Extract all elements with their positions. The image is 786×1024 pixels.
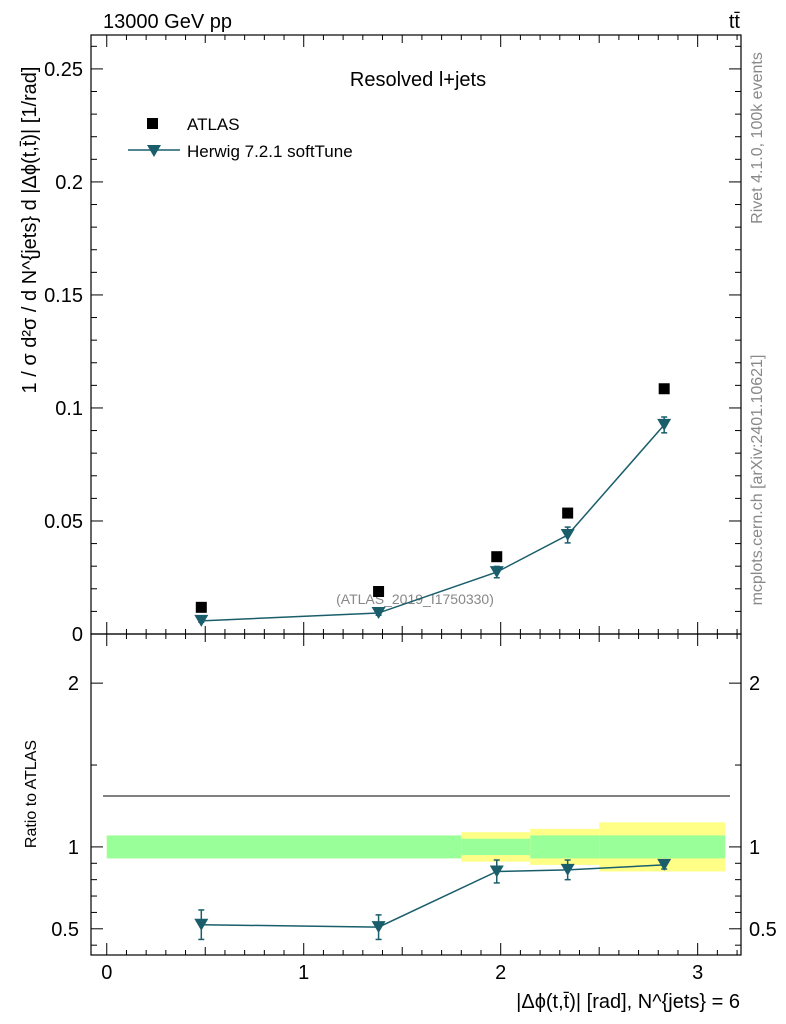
- ratio-herwig-point: [489, 865, 504, 878]
- main-y-tick-label: 0.1: [55, 398, 83, 420]
- x-tick-label: 1: [298, 962, 309, 984]
- process-label: tt̄: [729, 11, 741, 33]
- main-panel: (ATLAS_2019_I1750330) Resolved l+jets AT…: [19, 34, 742, 646]
- herwig-point: [371, 606, 386, 619]
- ratio-inner-band: [461, 838, 531, 856]
- ratio-y-tick-label-right: 0.5: [749, 919, 777, 941]
- x-tick-label: 0: [101, 962, 112, 984]
- herwig-point: [657, 418, 672, 431]
- ratio-herwig-point: [194, 918, 209, 931]
- main-y-tick-label: 0.15: [44, 285, 83, 307]
- ratio-herwig-point: [371, 921, 386, 934]
- ratio-inner-band: [106, 835, 462, 859]
- main-y-tick-label: 0.2: [55, 172, 83, 194]
- ratio-y-axis-label: Ratio to ATLAS: [23, 740, 40, 848]
- ratio-y-tick-label: 1: [68, 837, 79, 859]
- legend-atlas-label: ATLAS: [187, 115, 240, 134]
- atlas-point: [562, 507, 574, 519]
- plot-title: Resolved l+jets: [350, 69, 486, 91]
- atlas-point: [373, 586, 385, 598]
- analysis-watermark: (ATLAS_2019_I1750330): [336, 591, 494, 607]
- ratio-panel: 0.5 0.5 1 1 2 2 0 1 2 3 Ratio to ATLAS |Δϕ(t,t̄)|…: [23, 633, 777, 1013]
- x-axis-label: |Δϕ(t,t̄)| [rad], N^{jets} = 6: [516, 991, 740, 1013]
- ratio-inner-band: [530, 835, 600, 859]
- x-tick-label: 2: [495, 962, 506, 984]
- legend-herwig-label: Herwig 7.2.1 softTune: [187, 142, 353, 161]
- atlas-point: [658, 383, 670, 395]
- rivet-label: Rivet 4.1.0, 100k events: [749, 52, 766, 224]
- main-y-tick-label: 0.25: [44, 59, 83, 81]
- herwig-point: [194, 614, 209, 627]
- legend-herwig-marker: [147, 145, 161, 157]
- legend-atlas-marker: [147, 118, 158, 129]
- mcplots-label: mcplots.cern.ch [arXiv:2401.10621]: [749, 355, 766, 606]
- herwig-point: [560, 528, 575, 541]
- main-y-tick-label: 0.05: [44, 511, 83, 533]
- ratio-inner-band: [599, 835, 726, 859]
- ratio-plot-frame: [90, 633, 742, 956]
- ratio-y-tick-label-right: 2: [749, 673, 760, 695]
- x-tick-label: 3: [692, 962, 703, 984]
- ratio-herwig-point: [560, 863, 575, 876]
- main-y-tick-label: 0: [72, 624, 83, 646]
- ratio-y-tick-label: 0.5: [51, 919, 79, 941]
- legend: ATLAS Herwig 7.2.1 softTune: [128, 115, 353, 161]
- atlas-point: [195, 601, 207, 613]
- ratio-y-tick-label: 2: [68, 673, 79, 695]
- energy-label: 13000 GeV pp: [103, 11, 232, 33]
- ratio-herwig-point: [657, 858, 672, 871]
- ratio-herwig-line: [201, 864, 665, 928]
- herwig-point: [489, 566, 504, 579]
- main-y-axis-label: 1 / σ d²σ / d N^{jets} d |Δϕ(t,t̄)| [1/r…: [19, 67, 41, 394]
- ratio-y-tick-label-right: 1: [749, 837, 760, 859]
- atlas-point: [491, 551, 503, 563]
